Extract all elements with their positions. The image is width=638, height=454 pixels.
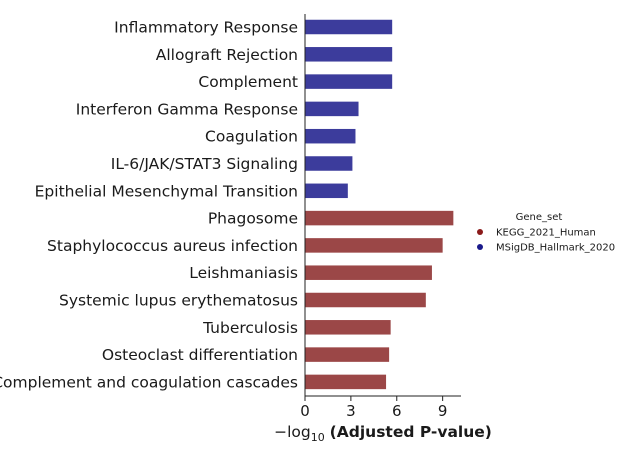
category-label: Epithelial Mesenchymal Transition (35, 182, 298, 200)
x-tick-label: 3 (346, 402, 356, 420)
category-label: Coagulation (205, 128, 298, 146)
bar-12 (305, 347, 390, 362)
bar-6 (305, 183, 348, 199)
x-tick-label: 9 (438, 402, 448, 420)
x-tick-label: 0 (300, 402, 310, 420)
category-label: Interferon Gamma Response (76, 100, 298, 118)
legend: Gene_set KEGG_2021_Human MSigDB_Hallmark_… (477, 212, 615, 254)
legend-marker (477, 244, 483, 250)
category-label: Osteoclast differentiation (102, 346, 298, 364)
bar-10 (305, 292, 426, 308)
legend-label: KEGG_2021_Human (496, 228, 596, 239)
category-label: IL-6/JAK/STAT3 Signaling (111, 155, 298, 173)
bar-3 (305, 101, 359, 117)
x-tick-label: 6 (392, 402, 402, 420)
bar-7 (305, 210, 454, 226)
bar-8 (305, 238, 443, 253)
bar-5 (305, 156, 353, 171)
category-label: Tuberculosis (202, 319, 298, 337)
bar-13 (305, 374, 387, 390)
category-label: Phagosome (208, 210, 298, 228)
category-label: Inflammatory Response (114, 19, 298, 37)
bar-0 (305, 19, 393, 35)
category-label: Staphylococcus aureus infection (47, 237, 298, 255)
legend-title: Gene_set (516, 212, 563, 223)
bar-1 (305, 47, 393, 62)
legend-marker (477, 229, 483, 235)
category-label: Systemic lupus erythematosus (59, 292, 298, 310)
bars-group (305, 19, 454, 390)
bar-2 (305, 74, 393, 89)
category-label: Complement and coagulation cascades (0, 373, 298, 391)
category-labels: Inflammatory Response Allograft Rejection… (0, 19, 298, 392)
bar-4 (305, 128, 356, 144)
category-label: Allograft Rejection (156, 46, 298, 64)
x-axis-label-prefix: −log (274, 423, 311, 441)
x-axis-label-main: (Adjusted P-value) (330, 423, 492, 441)
bar-9 (305, 265, 432, 280)
legend-label: MSigDB_Hallmark_2020 (496, 243, 615, 254)
category-label: Complement (198, 73, 298, 91)
category-label: Leishmaniasis (189, 264, 298, 282)
x-axis-label-subscript: 10 (311, 431, 325, 444)
bar-11 (305, 320, 391, 335)
x-ticks: 0 3 6 9 (300, 396, 447, 420)
x-axis-label: −log10 (Adjusted P-value) (274, 423, 492, 444)
